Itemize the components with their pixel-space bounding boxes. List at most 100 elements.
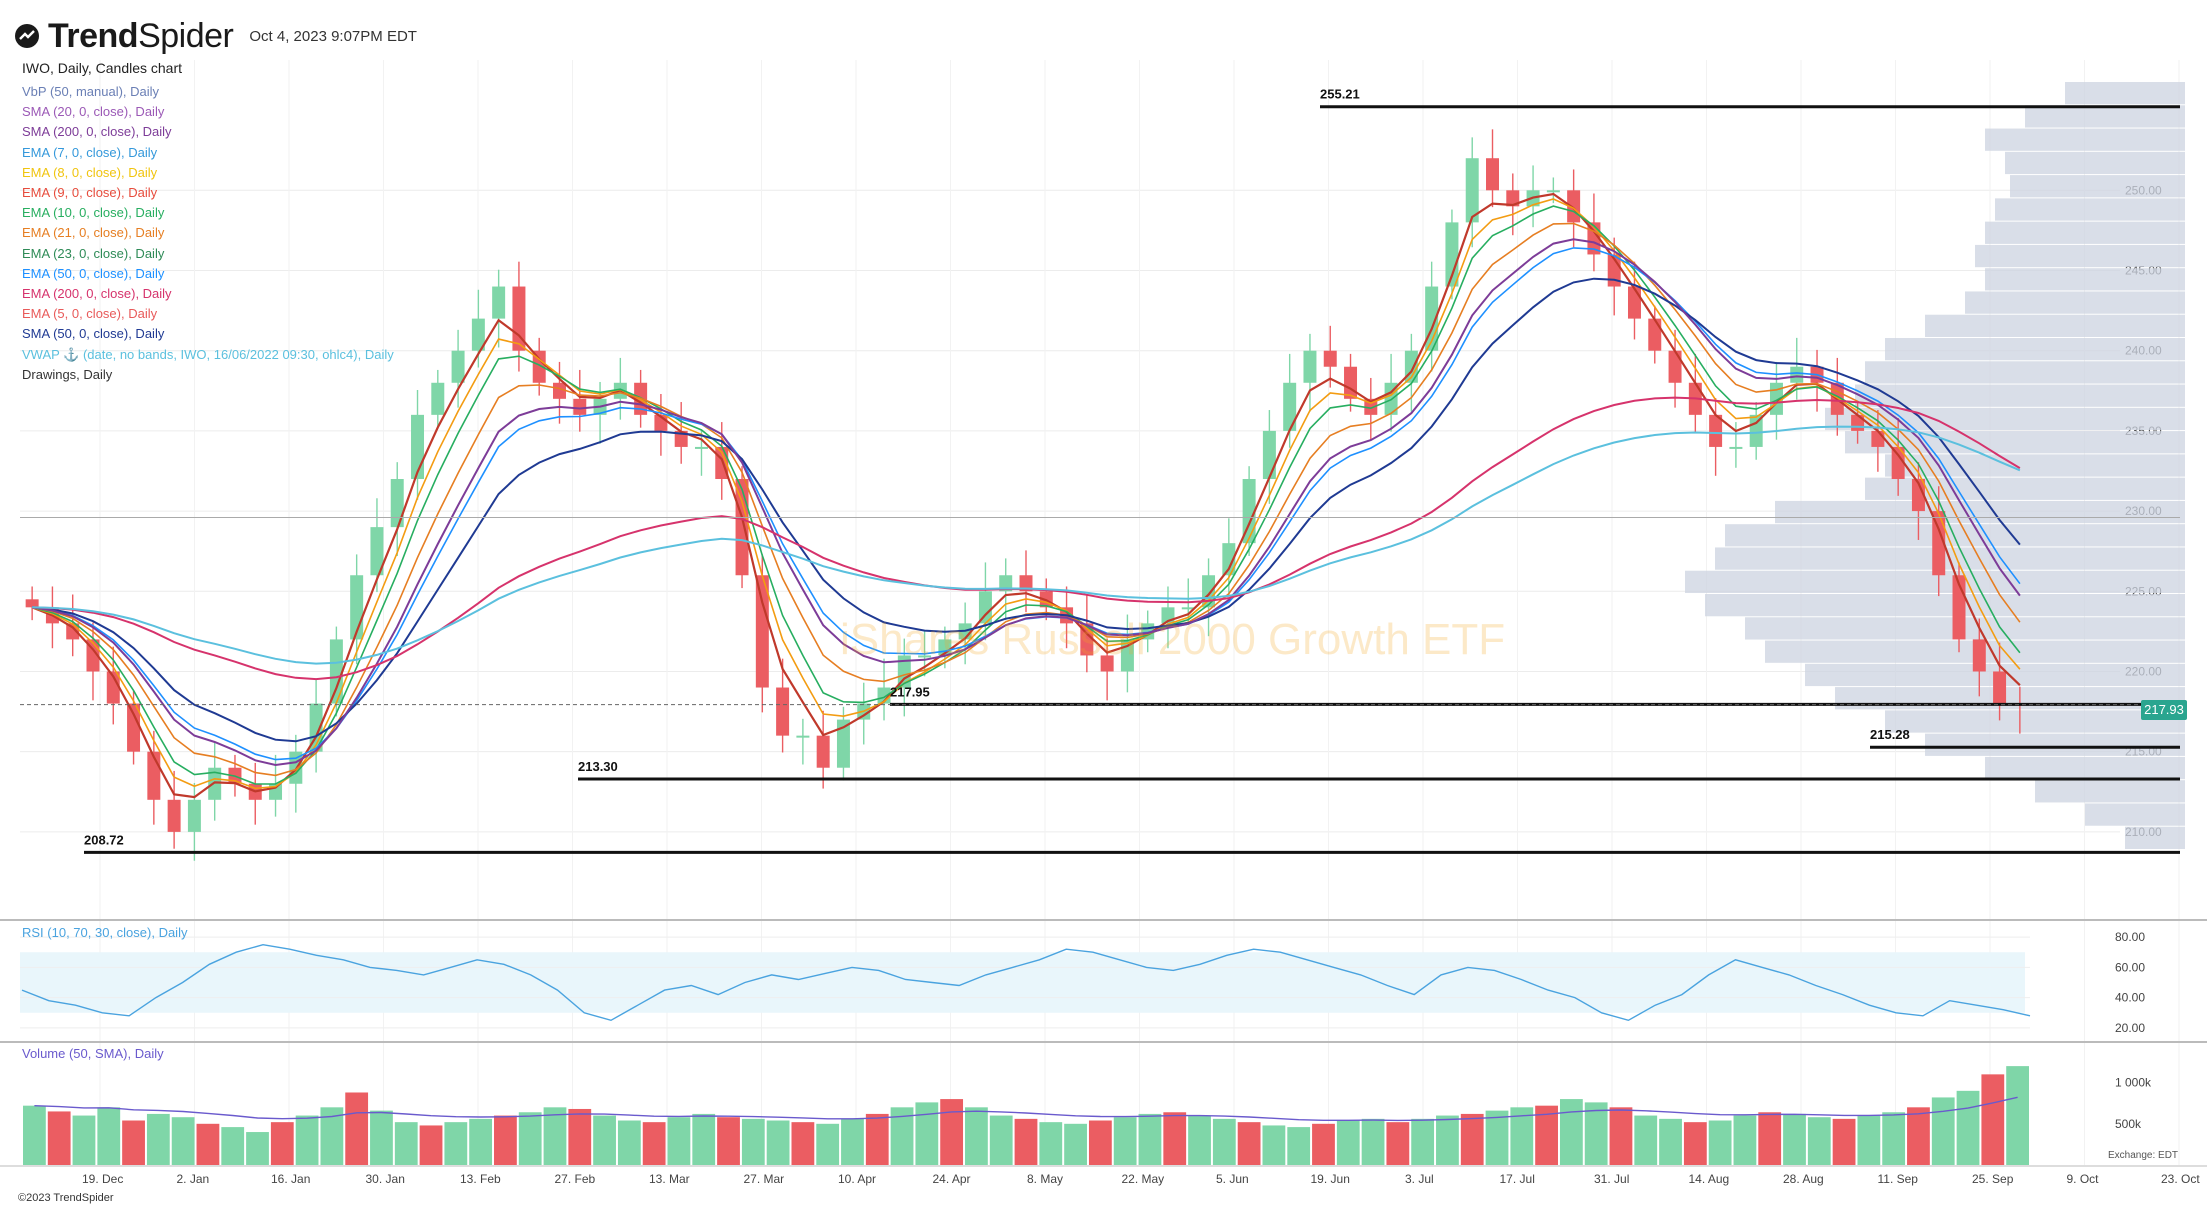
app-header: TrendSpider Oct 4, 2023 9:07PM EDT (14, 16, 417, 56)
date-tick-label: 27. Feb (555, 1172, 596, 1186)
volume-bar (1485, 1110, 1509, 1165)
candle-body (1303, 350, 1317, 383)
legend-item[interactable]: EMA (200, 0, close), Daily (22, 286, 172, 302)
volume-bar (1584, 1102, 1608, 1165)
volume-bar (1436, 1115, 1459, 1165)
volume-bar (518, 1112, 542, 1165)
rsi-tick-label: 40.00 (2115, 991, 2145, 1005)
volume-bar (2006, 1066, 2029, 1165)
volume-bar (890, 1107, 914, 1165)
ema-10-line (31, 205, 2021, 785)
legend-item[interactable]: EMA (50, 0, close), Daily (22, 265, 165, 281)
date-tick-label: 13. Mar (649, 1172, 690, 1186)
volume-bar (196, 1123, 220, 1165)
volume-bar (1287, 1127, 1311, 1165)
volume-bar (419, 1125, 443, 1165)
vbp-bar (1685, 570, 2185, 593)
candle-body (1627, 286, 1641, 319)
candle-body (1100, 655, 1114, 672)
volume-bar (1708, 1120, 1732, 1165)
volume-bar (72, 1115, 96, 1165)
legend-item[interactable]: EMA (7, 0, close), Daily (22, 144, 158, 160)
copyright: ©2023 TrendSpider (18, 1192, 114, 1204)
volume-bar (1807, 1117, 1831, 1165)
candle-body (1972, 639, 1986, 672)
candle-body (1019, 575, 1033, 592)
volume-bar (146, 1113, 170, 1165)
volume-bar (1832, 1118, 1856, 1165)
date-tick-label: 3. Jul (1405, 1172, 1434, 1186)
volume-bar (1857, 1115, 1881, 1165)
volume-bar (1510, 1107, 1534, 1165)
candle-body (1749, 414, 1763, 447)
candle-body (1506, 190, 1520, 207)
ema-5-line (31, 192, 2021, 799)
volume-bar (1163, 1112, 1187, 1165)
candle-body (1242, 479, 1256, 544)
date-tick-label: 8. May (1027, 1172, 1063, 1186)
legend-item[interactable]: EMA (8, 0, close), Daily (22, 164, 158, 180)
volume-bar (1361, 1118, 1385, 1165)
exchange-label: Exchange: EDT (2108, 1150, 2179, 1161)
volume-bar (1113, 1117, 1137, 1165)
candle-body (492, 286, 506, 319)
volume-bar (841, 1118, 864, 1165)
legend-item[interactable]: EMA (5, 0, close), Daily (22, 306, 158, 322)
vwap-line (32, 425, 2021, 665)
legend-item[interactable]: Drawings, Daily (22, 366, 113, 382)
volume-bar (345, 1092, 369, 1165)
legend-item[interactable]: EMA (10, 0, close), Daily (22, 205, 165, 221)
volume-bar (221, 1127, 245, 1165)
rsi-line (21, 943, 2031, 1022)
candle-body (370, 527, 384, 576)
candle-body (694, 446, 708, 449)
date-tick-label: 17. Jul (1500, 1172, 1535, 1186)
candle-body (1181, 607, 1195, 610)
date-tick-label: 14. Aug (1689, 1172, 1730, 1186)
date-tick-label: 31. Jul (1594, 1172, 1629, 1186)
volume-bar (1386, 1122, 1410, 1165)
date-tick-label: 24. Apr (933, 1172, 971, 1186)
rsi-pane-label: RSI (10, 70, 30, close), Daily (22, 925, 188, 940)
candle-body (1465, 158, 1479, 223)
vbp-bar (1705, 594, 2185, 617)
volume-bar (1981, 1074, 2005, 1165)
rsi-tick-label: 20.00 (2115, 1021, 2145, 1035)
legend-item[interactable]: SMA (20, 0, close), Daily (22, 104, 165, 120)
legend-item[interactable]: VbP (50, manual), Daily (22, 84, 160, 99)
date-tick-label: 23. Oct (2161, 1172, 2200, 1186)
date-tick-label: 9. Oct (2067, 1172, 2100, 1186)
symbol-watermark: iShares Russell 2000 Growth ETF (840, 615, 1506, 664)
vbp-bar (1925, 314, 2185, 337)
volume-bar (568, 1108, 592, 1165)
vbp-bar (1995, 198, 2185, 221)
legend-item[interactable]: EMA (9, 0, close), Daily (22, 185, 158, 201)
candle-body (1729, 446, 1743, 449)
legend-item[interactable]: EMA (23, 0, close), Daily (22, 245, 165, 261)
volume-bar (1014, 1118, 1038, 1165)
candle-body (1993, 671, 2007, 704)
candle-body (1851, 414, 1865, 431)
volume-tick-label: 1 000k (2115, 1076, 2152, 1090)
volume-bar (865, 1113, 889, 1165)
vbp-bar (1985, 268, 2185, 291)
volume-bar (1460, 1113, 1484, 1165)
legend-item[interactable]: EMA (21, 0, close), Daily (22, 225, 165, 241)
legend-item[interactable]: SMA (50, 0, close), Daily (22, 326, 165, 342)
vbp-bar (1775, 500, 2185, 524)
legend-item[interactable]: VWAP ⚓ (date, no bands, IWO, 16/06/2022 … (22, 346, 394, 362)
date-tick-label: 22. May (1122, 1172, 1165, 1186)
volume-bar (1733, 1115, 1757, 1165)
volume-bar (444, 1122, 468, 1165)
sma-20-line (31, 238, 2021, 767)
date-tick-label: 11. Sep (1878, 1172, 1919, 1186)
candle-body (999, 575, 1013, 592)
legend-item[interactable]: SMA (200, 0, close), Daily (22, 124, 172, 140)
candle-body (532, 350, 546, 383)
candle-body (1648, 318, 1662, 351)
volume-bar (989, 1115, 1013, 1165)
volume-bar (1634, 1115, 1658, 1165)
date-tick-label: 16. Jan (271, 1172, 310, 1186)
